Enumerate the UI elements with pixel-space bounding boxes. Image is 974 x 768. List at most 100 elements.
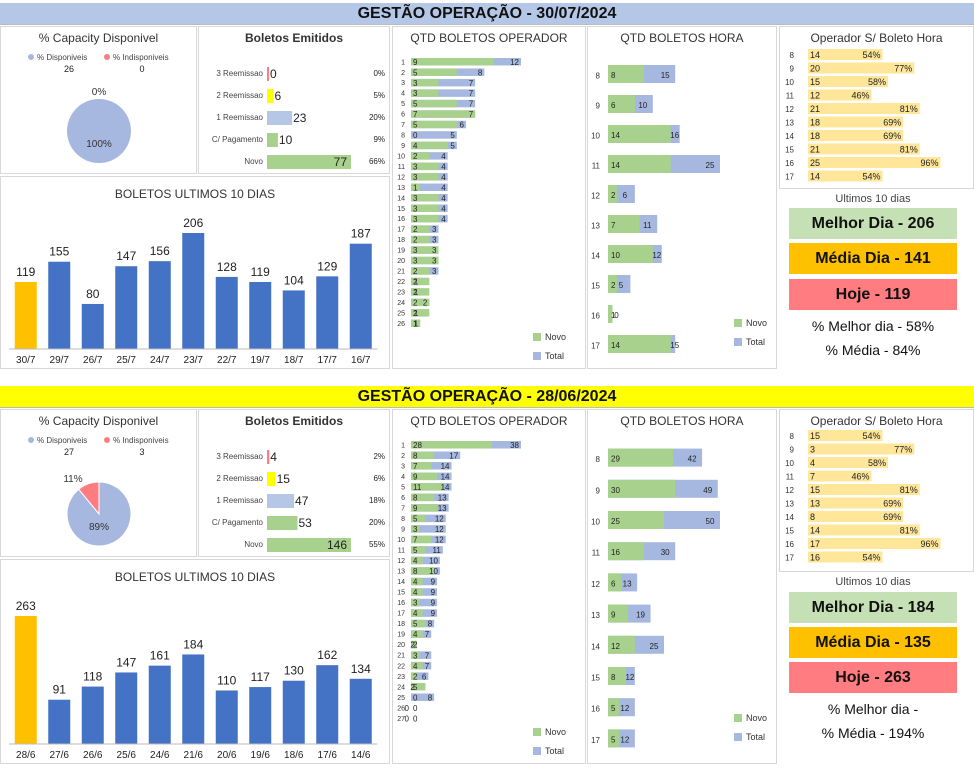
operador-novo-label: 9 (413, 472, 418, 481)
operador-novo-bar (411, 298, 430, 307)
opsb-value-label: 12 (810, 91, 820, 101)
day-category-label: 24/7 (150, 355, 170, 366)
pie-label-indisponiveis: 0% (92, 87, 107, 98)
capacity-panel-2: % Capacity Disponivel % Disponiveis % Ind… (0, 409, 197, 557)
opsb-row-label: 10 (785, 78, 794, 87)
operador-title-1: QTD BOLETOS OPERADOR (410, 31, 568, 45)
operador-chart-2: 1 28 382 8 173 7 144 9 145 11 146 8 137 9 138 5 129 3 1210… (397, 441, 566, 756)
operador-total-label: 14 (441, 462, 450, 471)
operador-novo-bar (411, 651, 420, 659)
operador-novo-label: 8 (413, 567, 418, 576)
operador-novo-bar (411, 630, 423, 638)
emitidos-category-label: Novo (244, 540, 263, 549)
operador-legend-novo-marker (533, 333, 541, 341)
hora-novo-label: 9 (611, 611, 616, 620)
day-value-label: 155 (49, 245, 69, 259)
opsb-pct-label: 81% (900, 145, 918, 155)
opsb-value-label: 21 (810, 145, 820, 155)
operador-novo-bar (411, 682, 426, 691)
opsb-title-1: Operador S/ Boleto Hora (810, 31, 943, 45)
operador-row-label: 26 (397, 321, 405, 328)
operador-row-label: 25 (397, 695, 405, 702)
emitidos-category-label: 3 Reemissao (216, 452, 263, 461)
operador-total-bar (411, 556, 440, 565)
operador-total-label: 9 (431, 609, 436, 618)
day-bar (249, 281, 272, 349)
opsb-row-label: 14 (785, 132, 794, 141)
operador-novo-bar (411, 204, 439, 212)
opsb-panel-2: Operador S/ Boleto Hora 8 15 54% 9 3 77% 10 4 58… (779, 409, 974, 572)
operador-total-label: 10 (429, 567, 438, 576)
hora-novo-bar (608, 635, 635, 654)
opsb-bar (808, 143, 920, 155)
emitidos-pct-label: 6% (373, 474, 385, 483)
operador-total-label: 10 (429, 557, 438, 566)
hora-total-label: 42 (688, 455, 697, 464)
opsb-value-label: 15 (810, 431, 820, 441)
kpi-melhor-1: Melhor Dia - 206 (789, 208, 957, 239)
opsb-row-label: 12 (785, 486, 794, 495)
emitidos-bar (267, 494, 295, 508)
operador-novo-bar (411, 504, 438, 512)
opsb-value-label: 7 (810, 472, 815, 482)
operador-novo-label: 0 (413, 693, 418, 702)
opsb-pct-label: 77% (894, 64, 912, 74)
pie-label-disponiveis: 89% (89, 522, 109, 533)
operador-novo-label: 2 (413, 236, 418, 245)
operador-novo-label: 7 (413, 536, 418, 545)
operador-total-label: 7 (425, 651, 430, 660)
operador-legend-novo-label: Novo (545, 727, 566, 737)
hora-row-label: 15 (591, 674, 600, 683)
day-value-label: 147 (116, 655, 136, 669)
operador-row-label: 17 (397, 611, 405, 618)
day-category-label: 17/7 (318, 355, 338, 366)
operador-novo-bar (411, 598, 420, 607)
operador-novo-label: 2 (413, 672, 418, 681)
operador-novo-bar (411, 58, 494, 66)
opsb-value-label: 16 (810, 553, 820, 563)
hora-novo-bar (608, 511, 664, 529)
operador-novo-bar (411, 183, 421, 191)
capacity-chart-2: % Disponiveis % Indisponiveis 27 3 89% 11% (28, 436, 169, 547)
day-bar (316, 276, 339, 349)
emitidos-pct-label: 55% (369, 540, 385, 549)
emitidos-pct-label: 20% (369, 113, 385, 122)
day-value-label: 147 (116, 249, 136, 263)
hora-legend-novo-marker (734, 714, 742, 722)
operador-row-label: 16 (397, 216, 405, 223)
operador-total-label: 2 (410, 683, 415, 692)
operador-row-label: 14 (397, 195, 405, 202)
hora-legend-novo-label: Novo (746, 318, 767, 328)
operador-novo-label: 4 (413, 557, 418, 566)
operador-novo-label: 3 (413, 651, 418, 660)
opsb-bar (808, 524, 920, 536)
opsb-value-label: 18 (810, 118, 820, 128)
operador-novo-label: 4 (413, 609, 418, 618)
hora-novo-label: 6 (611, 579, 616, 588)
operador-total-label: 12 (510, 58, 519, 67)
hora-chart-2: 8 29 42 9 30 49 10 25 50 11 16 30 12 6 13 13 9 19 14 12 25 15… (591, 448, 767, 748)
hora-total-label: 12 (620, 704, 629, 713)
opsb-bar (808, 116, 904, 128)
operador-row-label: 6 (401, 112, 405, 119)
hora-novo-bar (608, 448, 673, 467)
opsb-row-label: 17 (785, 173, 794, 182)
emitidos-chart-2: 3 Reemissao 4 2% 2 Reemissao 15 6% 1 Reemissao… (212, 450, 385, 552)
opsb-value-label: 20 (810, 64, 820, 74)
operador-row-label: 6 (401, 495, 405, 502)
hora-row-label: 9 (596, 102, 601, 111)
opsb-bar (808, 89, 872, 101)
operador-novo-label: 9 (413, 58, 418, 67)
day-value-label: 104 (284, 273, 304, 287)
hora-row-label: 9 (596, 486, 601, 495)
hora-novo-bar (608, 479, 676, 498)
day-value-label: 119 (16, 265, 35, 279)
emitidos-category-label: C/ Pagamento (212, 135, 264, 144)
operador-total-label: 4 (441, 215, 446, 224)
operador-novo-bar (411, 141, 448, 150)
opsb-pct-label: 46% (851, 472, 869, 482)
day-value-label: 187 (351, 227, 371, 241)
pct-melhor-2: % Melhor dia - (827, 701, 919, 717)
operador-total-label: 4 (441, 183, 446, 192)
emitidos-value-label: 15 (277, 472, 291, 486)
